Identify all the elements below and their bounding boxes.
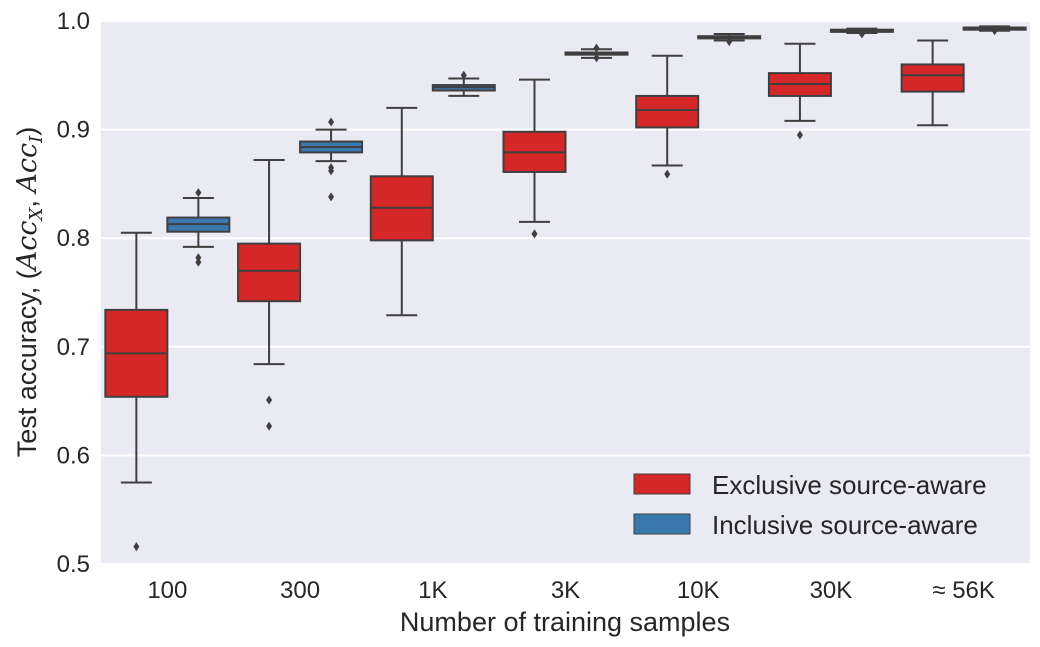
boxes (104, 25, 1027, 552)
y-tick-label: 1.0 (57, 8, 90, 35)
outlier-point (991, 26, 998, 36)
outlier-point (593, 53, 600, 63)
y-tick-label: 0.8 (57, 225, 90, 252)
y-tick-label: 0.5 (57, 551, 90, 578)
y-tick-label: 0.7 (57, 334, 90, 361)
outlier-point (133, 542, 140, 552)
box (635, 94, 700, 129)
outlier-point (195, 257, 202, 267)
outlier-point (266, 395, 273, 405)
box-group (237, 159, 302, 431)
box-group (431, 70, 496, 97)
outlier-point (328, 192, 335, 202)
y-tick-label: 0.9 (57, 117, 90, 144)
box-group (166, 188, 231, 267)
outlier-point (195, 188, 202, 198)
y-axis-label-suffix: ) (12, 127, 42, 136)
y-axis-label-sep: , (12, 193, 42, 208)
box-group (104, 231, 169, 552)
x-tick-label: 300 (280, 577, 320, 604)
box-group (767, 42, 832, 140)
legend-label-exclusive: Exclusive source-aware (712, 470, 987, 500)
y-axis-label-sub-x: X (26, 206, 47, 222)
box-group (564, 43, 629, 63)
x-tick-label: 1K (418, 577, 447, 604)
y-tick-label: 0.6 (57, 442, 90, 469)
box-group (502, 78, 567, 239)
outlier-point (726, 37, 733, 47)
outlier-point (858, 29, 865, 39)
outlier-point (664, 169, 671, 179)
legend-swatch-exclusive (633, 473, 691, 495)
box-group (299, 117, 364, 202)
outlier-point (593, 43, 600, 53)
y-axis-label: Test accuracy, (AccX, AccI) (12, 127, 47, 458)
legend-swatch-inclusive (633, 513, 691, 535)
outlier-point (460, 70, 467, 80)
box-group (829, 27, 894, 39)
x-tick-label: 30K (810, 577, 853, 604)
y-axis-label-acc-x: Acc (12, 220, 43, 273)
y-axis-label-prefix: Test accuracy, ( (12, 270, 42, 457)
x-tick-label: 100 (147, 577, 187, 604)
box-group (635, 54, 700, 179)
x-tick-label: 10K (677, 577, 720, 604)
x-tick-labels: 100 300 1K 3K 10K 30K ≈ 56K (147, 577, 995, 604)
box-group (369, 106, 434, 317)
outlier-point (328, 166, 335, 176)
y-axis-label-sub-i: I (26, 135, 47, 144)
y-tick-labels: 0.5 0.6 0.7 0.8 0.9 1.0 (57, 8, 90, 578)
outlier-point (796, 130, 803, 140)
box-group (900, 39, 965, 127)
box-group (962, 25, 1027, 36)
x-axis-label: Number of training samples (400, 607, 730, 637)
y-axis-label-acc-i: Acc (12, 143, 43, 196)
box (237, 242, 302, 303)
outlier-point (328, 117, 335, 127)
x-tick-label: 3K (551, 577, 580, 604)
outlier-point (266, 421, 273, 431)
x-tick-label: ≈ 56K (932, 577, 995, 604)
gridlines (101, 20, 1030, 565)
box (900, 63, 965, 93)
legend-label-inclusive: Inclusive source-aware (712, 510, 978, 540)
outlier-point (531, 229, 538, 239)
box-group (697, 33, 762, 47)
legend: Exclusive source-aware Inclusive source-… (633, 470, 987, 540)
